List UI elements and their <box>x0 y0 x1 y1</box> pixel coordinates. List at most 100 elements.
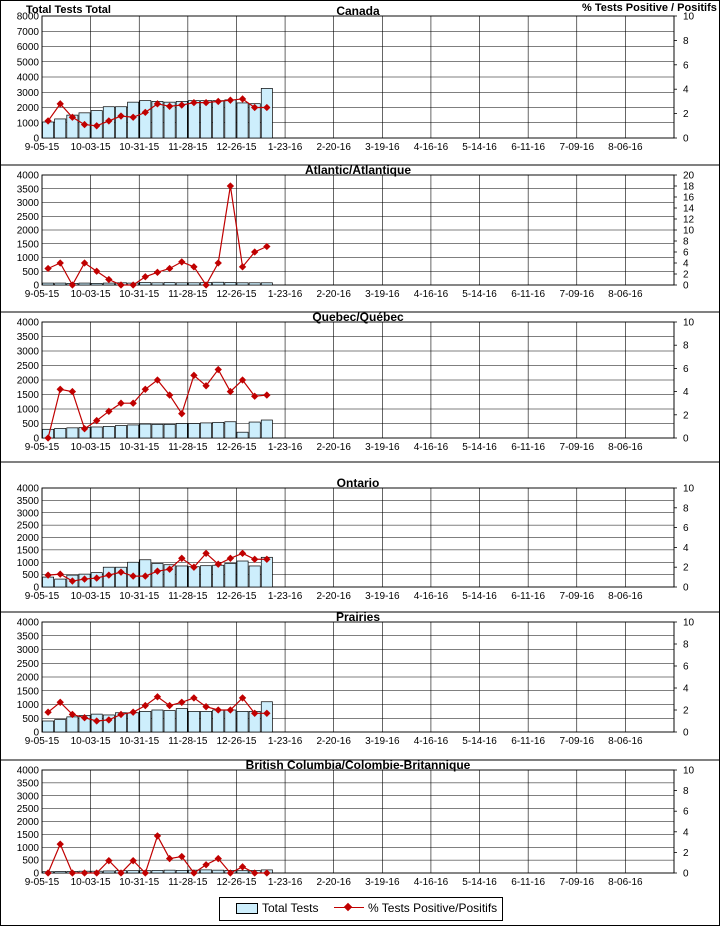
x-tick-label: 8-06-16 <box>608 591 643 602</box>
x-tick-label: 7-09-16 <box>560 591 595 602</box>
y-left-tick-label: 3500 <box>17 184 40 195</box>
point-percent-positive <box>178 258 186 266</box>
y-left-tick-label: 1500 <box>17 686 40 697</box>
bar-total-tests <box>42 282 55 286</box>
bar-total-tests <box>115 425 127 439</box>
point-percent-positive <box>117 112 125 120</box>
bar-total-tests <box>66 716 79 733</box>
bar-total-tests <box>236 711 249 733</box>
y-right-tick-label: 8 <box>683 503 689 514</box>
y-left-tick-label: 4000 <box>17 171 40 182</box>
y-right-tick-label: 10 <box>683 318 695 329</box>
y-right-tick-label: 10 <box>683 484 695 495</box>
y-left-tick-label: 6000 <box>17 42 40 53</box>
point-percent-positive <box>214 365 222 374</box>
bar-total-tests <box>54 578 67 588</box>
x-tick-label: 4-16-16 <box>414 142 449 153</box>
point-percent-positive <box>129 856 137 865</box>
y-left-tick-label: 0 <box>33 583 39 594</box>
y-right-tick-label: 4 <box>683 543 689 554</box>
x-tick-label: 10-03-15 <box>71 877 111 888</box>
y-left-tick-label: 2000 <box>17 376 40 387</box>
point-percent-positive <box>44 708 52 716</box>
x-tick-label: 9-05-15 <box>25 289 60 300</box>
left-axis-title: Total Tests Total <box>26 4 111 16</box>
x-tick-label: 2-20-16 <box>316 591 351 602</box>
point-percent-positive <box>80 120 89 129</box>
y-left-tick-label: 1000 <box>17 700 40 711</box>
x-tick-label: 5-14-16 <box>462 289 497 300</box>
y-right-tick-label: 8 <box>683 640 689 651</box>
y-left-tick-label: 0 <box>33 869 39 880</box>
chart-title: Ontario <box>337 476 380 490</box>
point-percent-positive <box>202 549 210 558</box>
bar-total-tests <box>248 565 261 588</box>
bar-total-tests <box>90 426 103 439</box>
bar-total-tests <box>236 431 249 439</box>
bar-total-tests <box>127 424 140 439</box>
y-right-tick-label: 0 <box>683 434 689 445</box>
bar-total-tests <box>163 564 176 588</box>
point-percent-positive <box>165 854 174 863</box>
x-tick-label: 9-05-15 <box>25 591 60 602</box>
plot-area <box>41 15 675 139</box>
x-tick-label: 9-05-15 <box>25 877 60 888</box>
point-percent-positive <box>251 555 259 563</box>
bar-total-tests <box>139 282 152 286</box>
x-tick-label: 2-20-16 <box>316 142 351 153</box>
y-left-tick-label: 2500 <box>17 361 40 372</box>
x-tick-label: 10-03-15 <box>71 591 111 602</box>
point-percent-positive <box>93 416 101 425</box>
bar-total-tests <box>102 870 115 874</box>
y-left-tick-label: 2500 <box>17 804 40 815</box>
bar-total-tests <box>248 421 261 439</box>
point-percent-positive <box>141 108 149 117</box>
bar-total-tests <box>139 100 152 139</box>
y-right-tick-label: 0 <box>683 134 689 145</box>
point-percent-positive <box>44 869 52 877</box>
x-tick-label: 5-14-16 <box>462 591 497 602</box>
point-percent-positive <box>117 399 125 407</box>
bar-total-tests <box>187 423 200 439</box>
x-tick-label: 6-11-16 <box>511 442 545 453</box>
x-tick-label: 2-20-16 <box>316 877 351 888</box>
y-left-tick-label: 0 <box>33 134 39 145</box>
point-percent-positive <box>263 391 271 399</box>
x-tick-label: 4-16-16 <box>414 877 449 888</box>
y-left-tick-label: 3000 <box>17 198 40 209</box>
y-left-tick-label: 1000 <box>17 558 40 569</box>
y-left-tick-label: 3500 <box>17 332 40 343</box>
x-tick-label: 8-06-16 <box>608 289 643 300</box>
point-percent-positive <box>68 281 77 289</box>
y-right-tick-label: 10 <box>683 226 695 237</box>
point-percent-positive <box>202 703 210 711</box>
bar-total-tests <box>151 870 164 874</box>
panel-2: 0500100015002000250030003500400002468101… <box>0 163 720 313</box>
x-tick-label: 8-06-16 <box>608 442 643 453</box>
y-right-tick-label: 2 <box>683 706 689 717</box>
point-percent-positive <box>251 709 259 717</box>
x-tick-label: 6-11-16 <box>511 142 545 153</box>
point-percent-positive <box>251 248 259 256</box>
bar-total-tests <box>212 281 225 286</box>
plot-area <box>41 321 675 439</box>
x-tick-label: 10-31-15 <box>119 736 159 747</box>
y-right-tick-label: 18 <box>683 182 695 193</box>
bar-total-tests <box>127 870 140 874</box>
bar-total-tests <box>236 560 249 588</box>
y-left-tick-label: 2500 <box>17 521 40 532</box>
panel-1: 0 1000 2000 3000 4000 5000 6000 7000 8000 0 2 4 6 8 10… <box>0 4 720 166</box>
point-percent-positive <box>105 117 113 125</box>
legend-line-swatch <box>334 902 364 914</box>
x-tick-label: 1-23-16 <box>268 289 303 300</box>
bar-total-tests <box>66 427 79 439</box>
x-tick-label: 12-26-15 <box>216 877 256 888</box>
y-right-tick-label: 6 <box>683 662 689 673</box>
point-percent-positive <box>190 98 198 107</box>
point-percent-positive <box>105 275 113 284</box>
bar-total-tests <box>163 710 176 733</box>
y-right-tick-label: 14 <box>683 204 695 215</box>
y-right-tick-label: 6 <box>683 364 689 375</box>
y-left-tick-label: 1500 <box>17 545 40 556</box>
